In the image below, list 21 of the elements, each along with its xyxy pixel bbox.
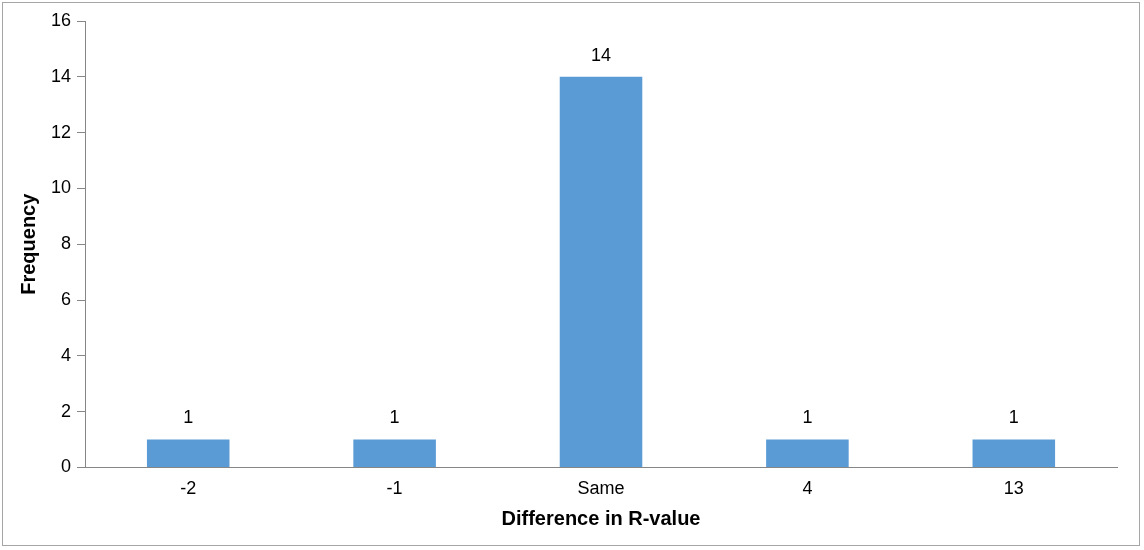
y-tick-label: 8 (61, 233, 72, 254)
y-tick-label: 10 (50, 177, 72, 198)
data-label: 1 (389, 407, 400, 428)
x-tick-label: 13 (1003, 478, 1024, 499)
y-tick-label: 4 (61, 344, 72, 365)
y-tick-label: 2 (61, 400, 72, 421)
x-tick-label: 4 (802, 478, 813, 499)
y-tick-label: 12 (50, 121, 72, 142)
y-tick-label: 16 (50, 9, 72, 30)
y-tick-label: 6 (61, 288, 72, 309)
data-label: 1 (183, 407, 194, 428)
y-tick-label: 14 (50, 65, 72, 86)
y-axis-title: Frequency (16, 192, 39, 295)
x-axis-title: Difference in R-value (501, 506, 701, 529)
data-label: 1 (802, 407, 813, 428)
x-tick-label: -2 (180, 478, 197, 499)
x-tick-label: -1 (386, 478, 403, 499)
x-tick-label: Same (577, 478, 625, 499)
data-label: 1 (1008, 407, 1019, 428)
y-tick-label: 0 (61, 456, 72, 477)
data-label: 14 (591, 44, 612, 65)
